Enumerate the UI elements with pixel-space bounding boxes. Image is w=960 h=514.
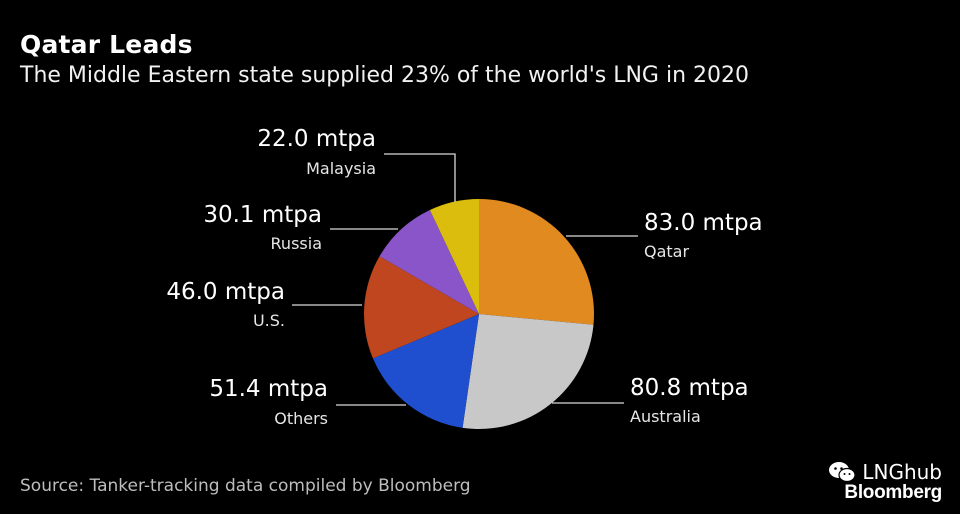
wechat-account-label: LNGhub — [862, 460, 942, 484]
pie-slice-australia — [462, 314, 594, 429]
value-label-us: 46.0 mtpa — [166, 279, 285, 305]
category-label-qatar: Qatar — [644, 242, 689, 261]
pie-slice-qatar — [479, 199, 594, 325]
category-label-russia: Russia — [271, 234, 322, 253]
source-note: Source: Tanker-tracking data compiled by… — [20, 476, 471, 496]
chart-title: Qatar Leads — [20, 30, 193, 59]
chart-subtitle: The Middle Eastern state supplied 23% of… — [20, 63, 750, 88]
value-label-russia: 30.1 mtpa — [203, 202, 322, 228]
category-label-malaysia: Malaysia — [306, 159, 376, 178]
pie-slice-others — [372, 314, 479, 428]
value-label-qatar: 83.0 mtpa — [644, 210, 763, 236]
pie-slice-us — [364, 256, 479, 359]
value-label-others: 51.4 mtpa — [209, 376, 328, 402]
category-label-us: U.S. — [253, 311, 285, 330]
pie-slice-russia — [379, 210, 479, 314]
watermark: LNGhub Bloomberg — [828, 460, 942, 504]
value-label-malaysia: 22.0 mtpa — [257, 126, 376, 152]
category-label-others: Others — [274, 409, 328, 428]
bloomberg-logo: Bloomberg — [844, 482, 942, 503]
leader-line-malaysia — [384, 153, 456, 202]
pie-slice-malaysia — [429, 199, 479, 314]
category-label-australia: Australia — [630, 407, 701, 426]
wechat-icon — [829, 462, 856, 483]
value-label-australia: 80.8 mtpa — [630, 375, 749, 401]
